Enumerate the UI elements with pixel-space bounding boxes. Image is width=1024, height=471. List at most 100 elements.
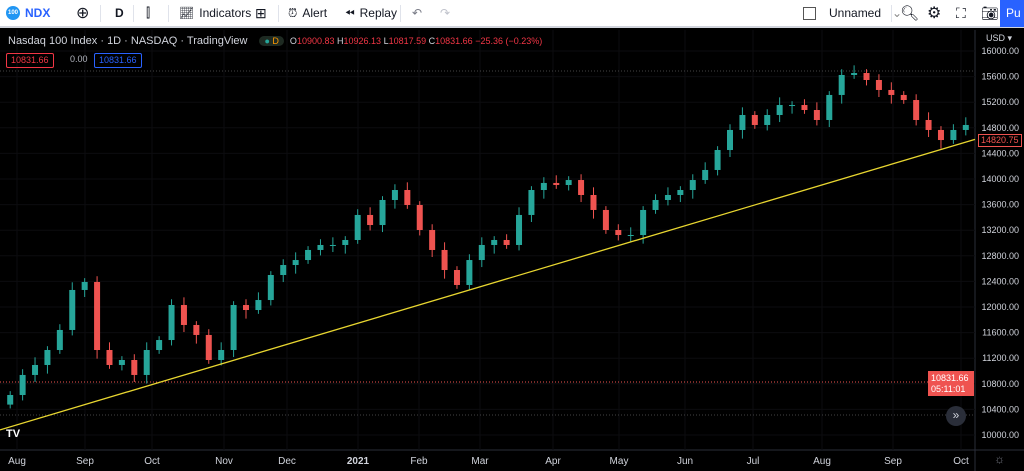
- buy-price-button[interactable]: 10831.66: [94, 53, 142, 68]
- alert-label: Alert: [302, 6, 328, 20]
- candle-body: [342, 239, 349, 245]
- compare-add-icon[interactable]: ⊕: [76, 5, 90, 22]
- undo-icon[interactable]: ↶: [412, 6, 423, 20]
- indicators-icon: 📈︎: [179, 6, 195, 20]
- candle-body: [664, 195, 671, 200]
- candle-body: [32, 364, 39, 375]
- symbol-search-button[interactable]: 100 NDX: [6, 0, 50, 26]
- candle-body: [441, 249, 448, 271]
- time-tick-label: Aug: [813, 456, 831, 467]
- candle-body: [305, 249, 312, 261]
- alert-button[interactable]: ⏰︎ Alert: [288, 0, 327, 26]
- candle-body: [7, 395, 14, 405]
- candle-body: [516, 214, 523, 245]
- price-tick-label: 14000.00: [981, 174, 1019, 184]
- sell-price-button[interactable]: 10831.66: [6, 53, 54, 68]
- candle-body: [478, 244, 485, 261]
- candle-body: [627, 235, 634, 236]
- layout-button[interactable]: Unnamed ⌄: [803, 0, 902, 26]
- candle-body: [131, 359, 138, 375]
- candle-body: [677, 190, 684, 195]
- templates-grid-icon[interactable]: ⊞: [255, 4, 267, 21]
- price-tick-label: 10800.00: [981, 379, 1019, 389]
- candle-body: [739, 115, 746, 130]
- candle-body: [776, 105, 783, 115]
- candle-body: [503, 239, 510, 245]
- candle-body: [267, 275, 274, 301]
- price-tick-label: 11600.00: [982, 328, 1019, 338]
- price-tick-label: 10000.00: [981, 430, 1019, 440]
- interval-button[interactable]: D: [115, 6, 124, 20]
- candle-body: [391, 190, 398, 200]
- publish-button[interactable]: Pu: [1000, 0, 1024, 27]
- candle-body: [466, 260, 473, 285]
- redo-icon[interactable]: ↷: [440, 6, 451, 20]
- layout-name: Unnamed: [829, 6, 882, 20]
- layout-square-icon: [803, 6, 816, 20]
- candle-body: [180, 305, 187, 325]
- camera-icon[interactable]: 📷︎: [981, 4, 999, 21]
- candle-body: [243, 305, 249, 311]
- candle-body: [404, 190, 411, 205]
- scroll-to-realtime-button[interactable]: »: [946, 406, 966, 426]
- candle-body: [913, 100, 920, 120]
- candle-body: [491, 239, 498, 245]
- time-tick-label: Dec: [278, 456, 296, 467]
- candle-body: [615, 230, 622, 235]
- replay-button[interactable]: ⏪︎ Replay: [345, 0, 397, 26]
- candle-body: [565, 180, 572, 186]
- price-tick-label: 13600.00: [981, 200, 1019, 210]
- gear-icon[interactable]: ⚙: [927, 5, 942, 22]
- time-tick-label: Sep: [884, 456, 902, 467]
- settings-sun-icon[interactable]: ☼: [994, 452, 1005, 466]
- candle-body: [764, 115, 771, 125]
- candle-body: [689, 180, 696, 191]
- trendline: [0, 138, 976, 431]
- candle-body: [652, 199, 659, 210]
- price-tick-label: 14800.00: [981, 123, 1019, 133]
- candle-body: [354, 214, 361, 240]
- top-toolbar: 100 NDX ⊕ D ⫿ 📈︎ Indicators ⊞ ⏰︎ Alert ⏪︎ Re…: [0, 0, 1024, 28]
- tradingview-logo-icon: TV: [6, 428, 21, 440]
- price-tick-label: 12800.00: [981, 251, 1019, 261]
- price-tick-label: 14400.00: [981, 148, 1019, 158]
- indicators-button[interactable]: 📈︎ Indicators: [179, 0, 251, 26]
- indicators-label: Indicators: [199, 6, 252, 20]
- price-tick-label: 11200.00: [982, 353, 1019, 363]
- price-tick-label: 16000.00: [981, 46, 1019, 56]
- symbol-label: NDX: [25, 6, 51, 20]
- candle-body: [416, 204, 423, 231]
- ohlc-values: O10900.83 H10926.13 L10817.59 C10831.66 …: [289, 36, 543, 46]
- candle-body: [540, 182, 547, 191]
- price-tick-label: 15600.00: [981, 72, 1019, 82]
- price-tick-label: 10400.00: [981, 404, 1019, 414]
- candle-body: [578, 180, 585, 195]
- search-icon[interactable]: 🔍︎: [900, 5, 920, 22]
- market-status-badge: ● D: [259, 36, 284, 46]
- candle-body: [925, 119, 932, 130]
- price-chart[interactable]: Aug Sep Oct Nov Dec 2021 Feb Mar Apr May Jun Jul Aug…: [0, 30, 1024, 471]
- time-tick-label: Sep: [76, 456, 94, 467]
- candle-body: [553, 182, 560, 186]
- candle-body: [94, 281, 101, 351]
- candle-body: [329, 244, 336, 246]
- last-price-label: 14820.75: [978, 134, 1022, 147]
- fullscreen-icon[interactable]: ⛶: [956, 4, 966, 21]
- candle-body: [528, 190, 535, 215]
- candle-body: [168, 305, 175, 341]
- candle-body: [813, 110, 820, 120]
- candle-body: [255, 300, 262, 311]
- candle-body: [937, 129, 944, 141]
- time-tick-label: Oct: [144, 456, 160, 467]
- time-tick-label: Oct: [953, 456, 969, 467]
- time-tick-label: Jun: [677, 456, 693, 467]
- candle-body: [602, 209, 609, 231]
- candles-chart-type-icon[interactable]: ⫿: [146, 5, 151, 20]
- candle-body: [751, 115, 758, 125]
- alarm-clock-icon: ⏰︎: [288, 5, 298, 20]
- candle-body: [727, 129, 733, 151]
- spread-value: 0.00: [70, 54, 88, 64]
- candle-body: [205, 334, 212, 360]
- symbol-title: Nasdaq 100 Index · 1D · NASDAQ · Trading…: [8, 35, 248, 47]
- currency-selector[interactable]: USD ▾: [986, 33, 1013, 43]
